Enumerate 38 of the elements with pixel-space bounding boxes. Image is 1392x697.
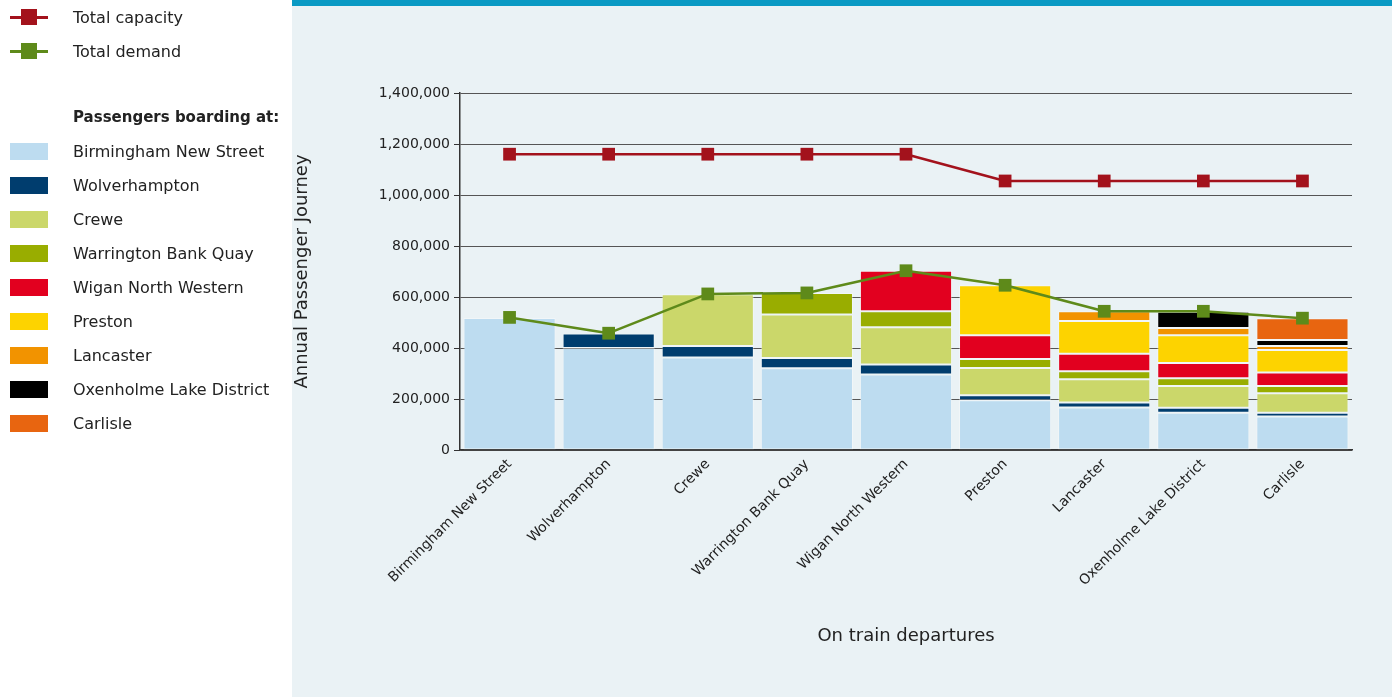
y-tick-label: 0 xyxy=(441,440,450,457)
point xyxy=(899,264,913,278)
legend-label: Wolverhampton xyxy=(73,175,200,195)
point xyxy=(1196,304,1210,318)
x-axis-title: On train departures xyxy=(817,623,995,645)
point xyxy=(998,278,1012,292)
y-tick-label: 800,000 xyxy=(392,236,450,253)
y-tick-label: 1,000,000 xyxy=(378,185,450,202)
point xyxy=(602,147,616,161)
legend-label: Total capacity xyxy=(73,7,183,27)
legend-label: Wigan North Western xyxy=(73,277,244,297)
point xyxy=(1296,174,1309,188)
point xyxy=(1097,174,1111,188)
legend-label: Carlisle xyxy=(73,413,133,433)
legend-label: Birmingham New Street xyxy=(73,141,265,161)
point xyxy=(701,287,715,301)
point xyxy=(701,147,715,161)
legend-label: Oxenholme Lake District xyxy=(73,379,270,399)
legend-label: Total demand xyxy=(73,41,182,61)
y-tick-label: 400,000 xyxy=(392,338,450,355)
point xyxy=(1296,311,1309,325)
legend-title: Passengers boarding at: xyxy=(72,107,281,128)
legend-label: Warrington Bank Quay xyxy=(73,243,254,263)
point xyxy=(899,147,913,161)
point xyxy=(800,147,814,161)
y-tick-label: 1,400,000 xyxy=(378,83,450,100)
legend-label: Crewe xyxy=(73,209,124,229)
point xyxy=(1196,174,1210,188)
y-tick-label: 200,000 xyxy=(392,389,450,406)
point xyxy=(503,311,516,324)
y-tick-label: 600,000 xyxy=(392,287,450,304)
y-axis-title: Annual Passenger Journey xyxy=(290,154,312,389)
y-tick-label: 1,200,000 xyxy=(378,134,450,151)
legend-label: Lancaster xyxy=(73,345,152,365)
point xyxy=(1097,304,1111,318)
point xyxy=(503,147,516,161)
legend-label: Preston xyxy=(73,311,133,331)
point xyxy=(602,326,616,340)
